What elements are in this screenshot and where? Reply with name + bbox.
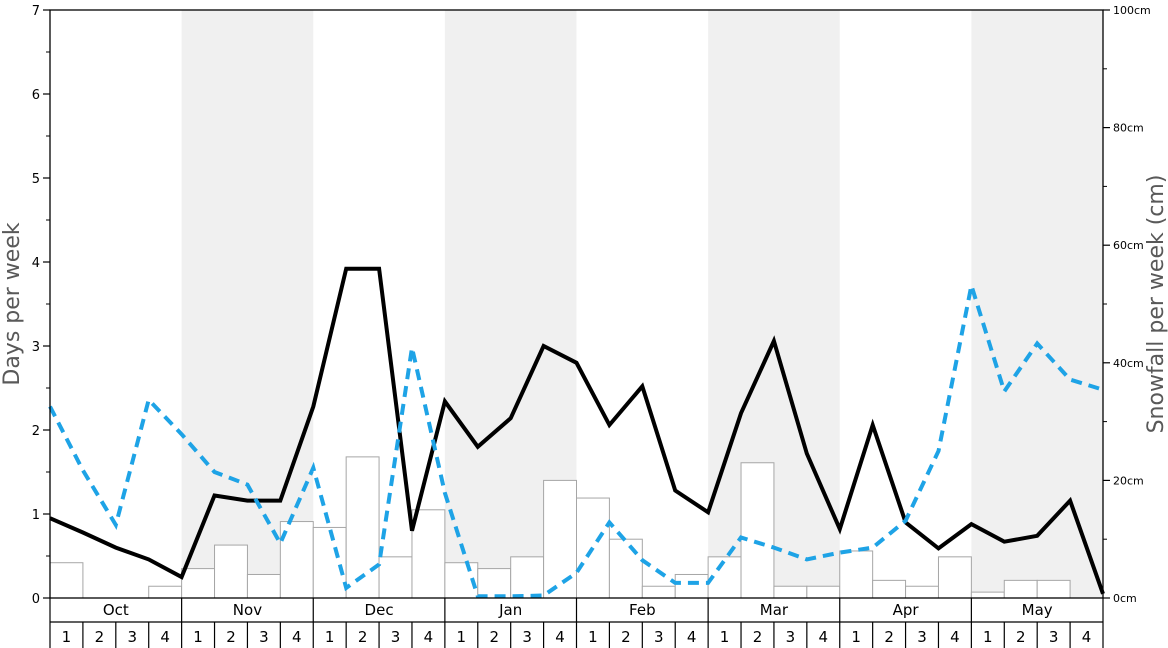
right-axis-title: Snowfall per week (cm) bbox=[1144, 175, 1168, 434]
snowfall-bar bbox=[181, 568, 216, 599]
week-label: 3 bbox=[917, 628, 927, 646]
snowfall-bar bbox=[1003, 579, 1038, 599]
week-label: 3 bbox=[786, 628, 796, 646]
snowfall-bar bbox=[378, 556, 413, 599]
series-lines bbox=[48, 266, 1105, 599]
month-band bbox=[971, 10, 1103, 598]
snowfall-bar bbox=[872, 579, 907, 599]
snowfall-bar bbox=[510, 556, 545, 599]
snowfall-bar bbox=[312, 526, 347, 599]
left-tick-label: 2 bbox=[32, 424, 40, 439]
week-label: 2 bbox=[884, 628, 894, 646]
snowfall-bars bbox=[49, 456, 1071, 599]
snowfall-bar bbox=[477, 568, 512, 599]
week-label: 2 bbox=[621, 628, 631, 646]
week-label: 1 bbox=[193, 628, 203, 646]
week-label: 2 bbox=[753, 628, 763, 646]
left-tick-label: 1 bbox=[32, 508, 40, 523]
week-label: 2 bbox=[489, 628, 499, 646]
solid-series-line bbox=[49, 266, 1105, 595]
week-label: 2 bbox=[1016, 628, 1026, 646]
snowfall-bar bbox=[937, 556, 972, 599]
month-label-row: Oct Nov Dec Jan Feb Mar Apr May bbox=[49, 598, 1104, 623]
left-tick-label: 0 bbox=[32, 592, 40, 607]
left-tick-label: 3 bbox=[32, 340, 40, 355]
right-axis: 0cm 20cm 40cm 60cm 80cm 100cm bbox=[1103, 4, 1151, 605]
week-label: 4 bbox=[687, 628, 697, 646]
week-label: 4 bbox=[424, 628, 434, 646]
week-label: 4 bbox=[1082, 628, 1092, 646]
week-label: 2 bbox=[95, 628, 105, 646]
left-tick-label: 5 bbox=[32, 172, 40, 187]
right-tick-label: 20cm bbox=[1113, 474, 1144, 487]
week-label: 3 bbox=[654, 628, 664, 646]
dashed-series-line bbox=[48, 284, 1104, 599]
left-axis-title: Days per week bbox=[0, 222, 25, 385]
week-label: 1 bbox=[851, 628, 861, 646]
left-tick-label: 4 bbox=[32, 256, 40, 271]
week-label-row: 1 2 3 4 1 2 3 4 1 2 3 4 1 2 3 4 1 2 3 4 1 2 3 4 1 2 3 4 1 2 3 4 bbox=[49, 622, 1104, 648]
snowfall-bar bbox=[641, 585, 676, 599]
week-label: 4 bbox=[819, 628, 829, 646]
week-label: 1 bbox=[325, 628, 335, 646]
week-label: 1 bbox=[588, 628, 598, 646]
week-label: 2 bbox=[358, 628, 368, 646]
week-label: 1 bbox=[62, 628, 72, 646]
week-label: 3 bbox=[1049, 628, 1059, 646]
right-tick-label: 100cm bbox=[1113, 4, 1151, 17]
week-label: 2 bbox=[226, 628, 236, 646]
snowfall-bar bbox=[905, 585, 939, 599]
right-tick-label: 60cm bbox=[1113, 239, 1144, 252]
snowfall-bar bbox=[246, 573, 281, 599]
snowfall-bar bbox=[608, 538, 643, 599]
snowfall-bar bbox=[1036, 579, 1071, 599]
snowfall-bar bbox=[543, 479, 577, 599]
snowfall-bar bbox=[970, 591, 1005, 599]
snowfall-bar bbox=[214, 544, 248, 599]
month-label: Jan bbox=[498, 601, 522, 619]
snowfall-bar bbox=[839, 550, 874, 599]
right-tick-label: 40cm bbox=[1113, 357, 1144, 370]
snowfall-bar bbox=[773, 585, 808, 599]
snowfall-bar bbox=[806, 585, 841, 599]
week-label: 3 bbox=[127, 628, 137, 646]
week-label: 1 bbox=[457, 628, 467, 646]
month-label: Nov bbox=[233, 601, 262, 619]
week-label: 4 bbox=[555, 628, 565, 646]
week-label: 3 bbox=[391, 628, 401, 646]
month-bands bbox=[181, 10, 1103, 598]
left-tick-label: 7 bbox=[32, 4, 40, 19]
week-label: 1 bbox=[720, 628, 730, 646]
month-label: Dec bbox=[365, 601, 394, 619]
snowfall-bar bbox=[740, 462, 775, 599]
snowfall-bar bbox=[411, 509, 446, 599]
left-axis: 0 1 2 3 4 5 6 7 bbox=[32, 4, 50, 607]
right-tick-label: 80cm bbox=[1113, 122, 1144, 135]
snowfall-bar bbox=[49, 562, 84, 599]
week-label: 4 bbox=[160, 628, 170, 646]
month-label: Oct bbox=[103, 601, 129, 619]
month-band bbox=[181, 10, 314, 598]
left-tick-label: 6 bbox=[32, 88, 40, 103]
month-label: May bbox=[1022, 601, 1053, 619]
week-label: 4 bbox=[950, 628, 960, 646]
week-label: 3 bbox=[259, 628, 269, 646]
month-label: Feb bbox=[629, 601, 656, 619]
snowfall-bar bbox=[674, 573, 709, 599]
week-label: 1 bbox=[983, 628, 993, 646]
month-label: Mar bbox=[760, 601, 789, 619]
right-tick-label: 0cm bbox=[1113, 592, 1137, 605]
snowfall-bar bbox=[148, 585, 183, 599]
month-label: Apr bbox=[893, 601, 920, 619]
week-label: 4 bbox=[292, 628, 302, 646]
week-label: 3 bbox=[522, 628, 532, 646]
